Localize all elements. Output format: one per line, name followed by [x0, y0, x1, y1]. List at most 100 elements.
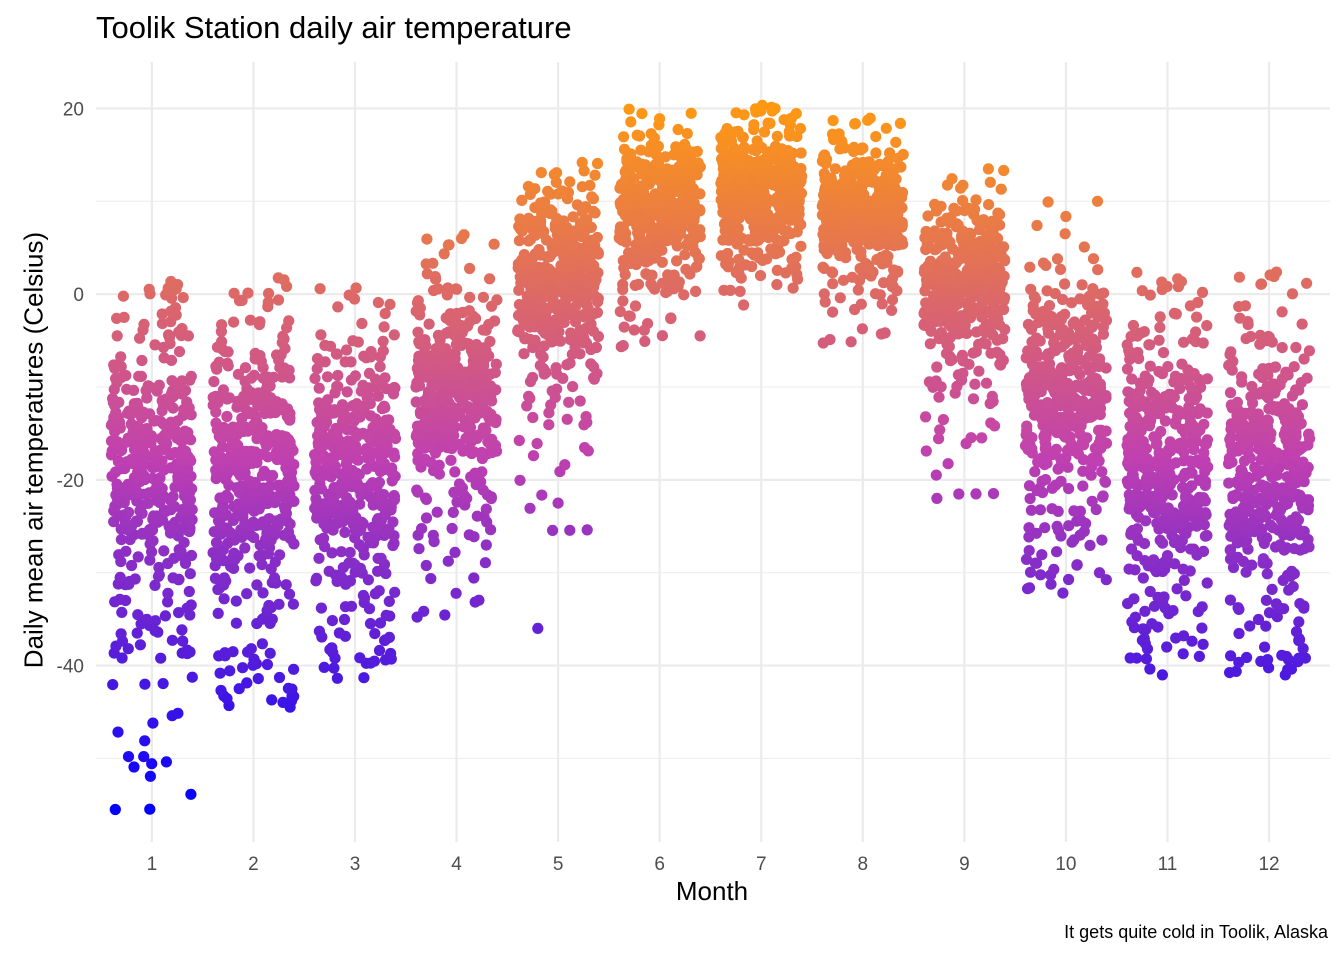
- data-point: [443, 239, 455, 251]
- data-point: [139, 678, 151, 690]
- data-point: [1274, 539, 1286, 551]
- data-point: [117, 290, 129, 302]
- data-point: [389, 586, 401, 598]
- data-point: [342, 435, 354, 447]
- data-point: [934, 424, 946, 436]
- data-point: [449, 466, 461, 478]
- data-point: [1144, 663, 1156, 675]
- data-point: [132, 609, 144, 621]
- data-point: [227, 646, 239, 658]
- data-point: [1201, 320, 1213, 332]
- data-point: [491, 294, 503, 306]
- data-point: [1303, 428, 1315, 440]
- data-point: [1197, 638, 1209, 650]
- data-point: [123, 506, 135, 518]
- data-point: [125, 418, 137, 430]
- data-point: [427, 529, 439, 541]
- data-point: [1280, 366, 1292, 378]
- data-point: [998, 241, 1010, 253]
- data-point: [221, 357, 234, 369]
- data-point: [167, 490, 179, 503]
- data-point: [122, 751, 135, 763]
- data-point: [228, 547, 240, 559]
- data-point: [795, 147, 807, 159]
- data-point: [272, 294, 285, 306]
- data-point: [313, 382, 325, 394]
- data-point: [1071, 559, 1083, 571]
- data-point: [111, 330, 123, 342]
- data-point: [1190, 326, 1202, 338]
- data-point: [1045, 578, 1057, 590]
- data-point: [1054, 263, 1067, 275]
- data-point: [208, 446, 220, 458]
- data-point: [373, 585, 385, 597]
- data-point: [1039, 522, 1051, 534]
- data-point: [1263, 662, 1275, 674]
- data-point: [111, 478, 123, 490]
- data-point: [1196, 286, 1209, 298]
- data-point: [181, 644, 193, 656]
- data-point: [1057, 587, 1069, 599]
- data-point: [421, 233, 433, 245]
- data-point: [536, 489, 548, 501]
- data-point: [131, 627, 143, 639]
- data-point: [247, 516, 259, 528]
- data-point: [1146, 386, 1158, 399]
- data-point: [357, 427, 369, 439]
- data-point: [1224, 387, 1237, 399]
- data-point: [139, 735, 151, 747]
- data-point: [527, 411, 539, 424]
- data-point: [249, 347, 261, 359]
- data-point: [239, 467, 251, 479]
- data-point: [288, 663, 300, 675]
- data-point: [1131, 523, 1143, 535]
- data-point: [571, 199, 584, 211]
- data-point: [321, 371, 334, 383]
- data-point: [1087, 283, 1099, 295]
- data-point: [661, 163, 673, 175]
- data-point: [412, 295, 424, 307]
- data-point: [1276, 306, 1288, 318]
- data-point: [1092, 264, 1104, 276]
- data-point: [933, 391, 945, 403]
- data-point: [561, 413, 573, 425]
- data-point: [458, 229, 470, 241]
- data-point: [1267, 378, 1280, 390]
- data-point: [922, 210, 934, 222]
- data-point: [879, 249, 892, 261]
- data-point: [664, 198, 677, 210]
- data-point: [1097, 298, 1109, 310]
- data-point: [567, 211, 579, 223]
- data-point: [552, 497, 564, 509]
- data-point: [876, 298, 888, 310]
- data-point: [539, 196, 551, 208]
- data-point: [1225, 431, 1237, 443]
- data-point: [1095, 424, 1107, 436]
- data-point: [218, 572, 230, 584]
- data-point: [1256, 532, 1268, 544]
- data-point: [172, 707, 184, 719]
- data-point: [584, 179, 596, 191]
- data-point: [957, 195, 969, 207]
- data-point: [617, 340, 629, 352]
- data-point: [328, 662, 340, 674]
- data-point: [488, 238, 500, 250]
- data-point: [852, 284, 864, 296]
- data-point: [717, 234, 729, 246]
- data-point: [623, 247, 635, 259]
- data-point: [1055, 475, 1067, 487]
- data-point: [547, 524, 559, 537]
- data-point: [942, 458, 954, 470]
- data-point: [349, 370, 361, 382]
- data-point: [313, 552, 325, 564]
- data-point: [863, 156, 875, 168]
- data-point: [1041, 397, 1053, 409]
- data-point: [311, 572, 323, 585]
- data-point: [378, 321, 390, 333]
- data-point: [1153, 365, 1165, 378]
- data-point: [166, 375, 178, 387]
- data-point: [372, 390, 384, 402]
- data-point: [372, 565, 384, 577]
- data-point: [132, 551, 144, 563]
- data-point: [451, 496, 463, 508]
